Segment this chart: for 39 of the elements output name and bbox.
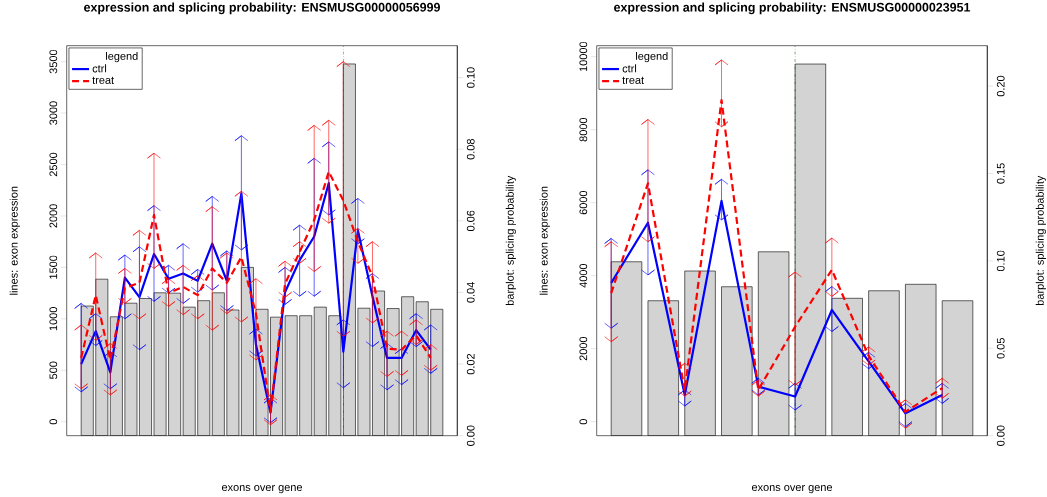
- y-tick-label: 2500: [49, 152, 58, 177]
- y-tick-label: 0.15: [996, 163, 1005, 184]
- y-tick-label: 500: [49, 361, 58, 379]
- legend-title: legend: [636, 51, 668, 63]
- y-tick-label: 3500: [49, 49, 58, 74]
- y-tick-label: 0.02: [466, 353, 475, 375]
- y-tick-label: 2000: [579, 336, 588, 361]
- x-axis-title: exons over gene: [221, 485, 303, 494]
- legend-label: ctrl: [92, 64, 107, 73]
- chart-title: expression and splicing probability: ENSMUSG00000056999: [84, 2, 440, 15]
- y-axis-title: lines: exon expression: [9, 186, 20, 295]
- y-tick-label: 4000: [579, 263, 588, 288]
- y-axis-title: barplot: splicing probability: [505, 175, 516, 306]
- y-tick-label: 0: [49, 419, 58, 425]
- legend-label: treat: [92, 76, 115, 84]
- y-tick-label: 0.08: [466, 139, 475, 160]
- y-tick-label: 0.10: [996, 250, 1005, 272]
- y-tick-label: 0.20: [996, 75, 1005, 97]
- y-tick-label: 1000: [49, 307, 58, 331]
- y-axis-title: barplot: splicing probability: [1035, 175, 1046, 306]
- y-tick-label: 6000: [579, 190, 588, 215]
- y-tick-label: 0.10: [466, 67, 475, 88]
- y-tick-label: 0.06: [466, 210, 475, 232]
- y-tick-label: 8000: [579, 117, 588, 142]
- y-tick-label: 10000: [579, 41, 588, 72]
- y-tick-label: 2000: [49, 204, 58, 228]
- y-axis-title: lines: exon expression: [539, 186, 550, 295]
- y-tick-label: 0.00: [466, 425, 475, 446]
- y-tick-label: 0.00: [996, 425, 1005, 446]
- y-tick-label: 0.04: [466, 282, 475, 303]
- legend-label: ctrl: [622, 64, 637, 73]
- y-tick-label: 3000: [49, 101, 58, 125]
- legend-label: treat: [622, 76, 645, 84]
- legend-title: legend: [106, 51, 138, 63]
- y-tick-label: 0: [579, 419, 588, 425]
- y-tick-label: 1500: [49, 255, 58, 279]
- x-axis-title: exons over gene: [751, 485, 833, 494]
- y-tick-label: 0.05: [996, 338, 1005, 359]
- chart-title: expression and splicing probability: ENSMUSG00000023951: [614, 2, 971, 15]
